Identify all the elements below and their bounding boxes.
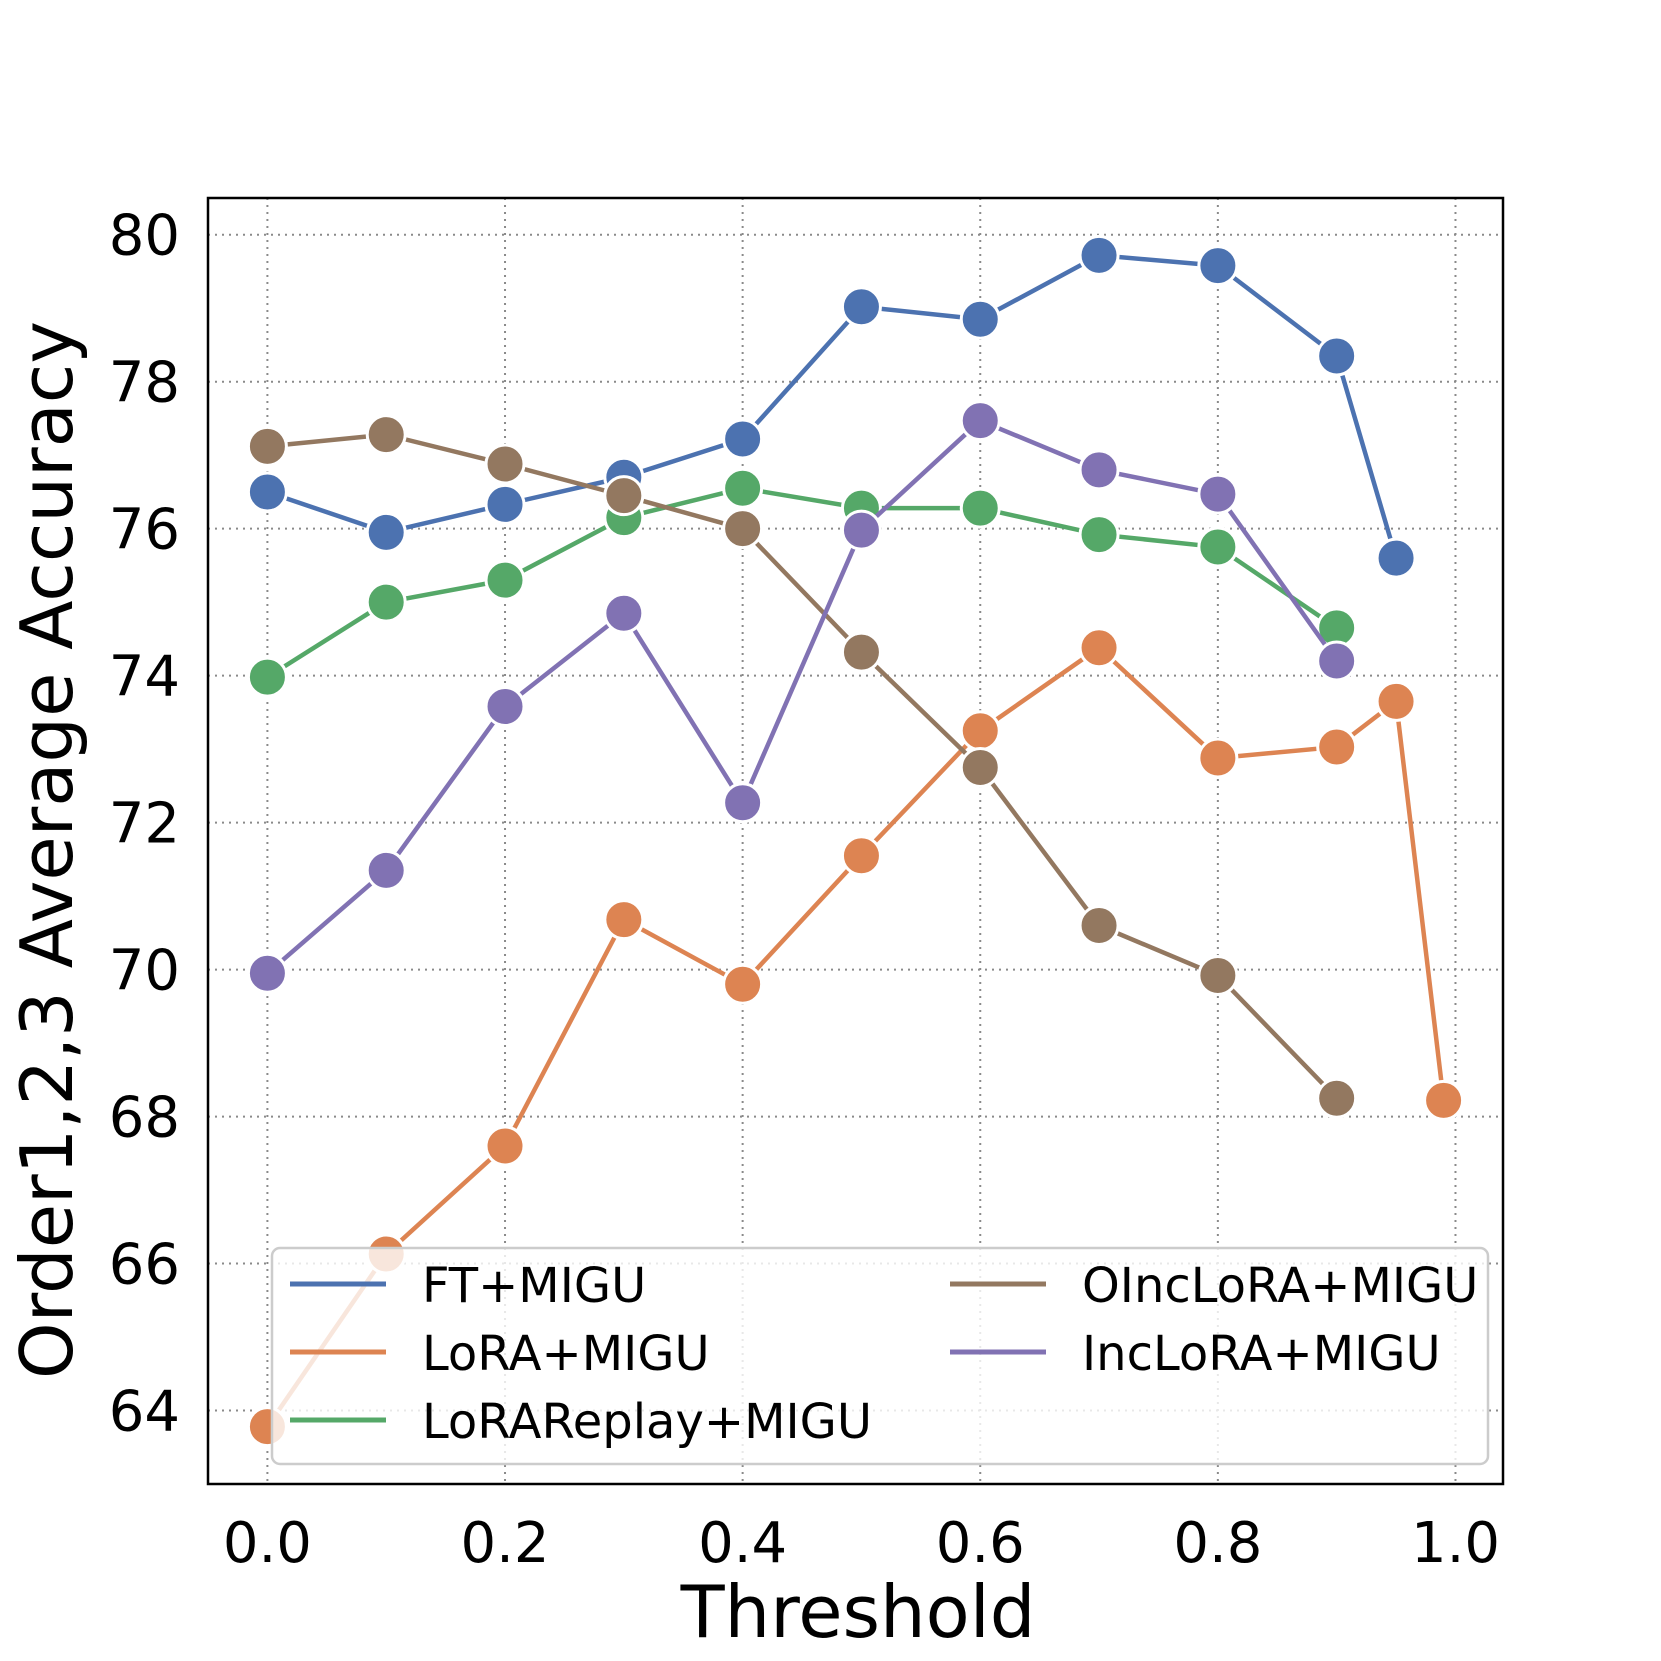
x-tick-label: 0.0 [223,1511,312,1576]
data-point [484,559,526,601]
data-point [840,509,882,551]
data-point [1197,245,1239,287]
legend-entry: OIncLoRA+MIGU [950,1258,1478,1314]
y-tick-label: 66 [109,1233,180,1298]
data-point [1197,737,1239,779]
data-point [1316,726,1358,768]
data-point [1375,680,1417,722]
data-point [246,471,288,513]
data-point [722,467,764,509]
data-point [840,286,882,328]
legend-entry: FT+MIGU [290,1258,646,1314]
legend-label: OIncLoRA+MIGU [1082,1258,1478,1314]
y-axis-label: Order1,2,3 Average Accuracy [5,321,89,1379]
data-point [1316,335,1358,377]
data-point [365,581,407,623]
data-point [246,425,288,467]
data-point [1197,526,1239,568]
plot-frame [206,196,1505,1486]
data-point [1078,514,1120,556]
legend-label: LoRA+MIGU [422,1326,710,1382]
y-tick-label: 70 [109,939,180,1004]
data-point [603,475,645,517]
data-point [603,592,645,634]
series-line [265,418,1339,975]
legend-box [270,1246,1490,1466]
data-point [603,899,645,941]
data-point [365,849,407,891]
data-point [484,483,526,525]
legend-label: FT+MIGU [422,1258,646,1314]
data-point [840,631,882,673]
series-inclora-migu [246,400,1358,994]
legend: FT+MIGU LoRA+MIGU LoRAReplay+MIGU OIncLoRA+… [270,1246,1490,1466]
data-point [1316,640,1358,682]
legend-entry: LoRAReplay+MIGU [290,1394,872,1450]
series-lora-migu [246,627,1465,1448]
data-point [1078,234,1120,276]
legend-entry: IncLoRA+MIGU [950,1326,1441,1382]
data-point [840,835,882,877]
y-tick-label: 72 [109,792,180,857]
y-tick-label: 78 [109,351,180,416]
legend-entry: LoRA+MIGU [290,1326,710,1382]
data-point [959,487,1001,529]
data-point [1197,473,1239,515]
x-tick-label: 0.8 [1173,1511,1262,1576]
series-group [246,234,1465,1448]
data-point [1375,537,1417,579]
data-point [959,298,1001,340]
y-tick-label: 68 [109,1086,180,1151]
data-point [959,400,1001,442]
data-point [484,686,526,728]
data-point [1078,627,1120,669]
data-point [1078,449,1120,491]
data-point [1316,1077,1358,1119]
series-oinclora-migu [246,414,1358,1119]
x-tick-label: 0.4 [698,1511,787,1576]
y-tick-label: 74 [109,645,180,710]
data-point [484,1125,526,1167]
legend-label: LoRAReplay+MIGU [422,1394,872,1450]
x-axis-label: Threshold [680,1570,1036,1654]
y-tick-label: 80 [109,204,180,269]
data-point [365,414,407,456]
tick-labels: 0.0 0.2 0.4 0.6 0.8 1.0 64 66 68 70 72 74 76 78 80 [109,204,1500,1576]
x-tick-label: 1.0 [1411,1511,1500,1576]
data-point [1197,954,1239,996]
data-point [722,782,764,824]
data-point [1423,1079,1465,1121]
data-point [484,443,526,485]
data-point [959,747,1001,789]
series-ft-migu [246,234,1417,579]
series-line [266,486,1338,680]
data-point [959,710,1001,752]
data-point [246,952,288,994]
data-point [722,508,764,550]
legend-label: IncLoRA+MIGU [1082,1326,1441,1382]
y-tick-label: 64 [109,1380,180,1445]
data-point [1078,905,1120,947]
data-point [722,418,764,460]
y-tick-label: 76 [109,498,180,563]
series-lorareplay-migu [246,467,1358,698]
x-tick-label: 0.6 [936,1511,1025,1576]
data-point [246,656,288,698]
x-tick-label: 0.2 [460,1511,549,1576]
series-line [267,432,1339,1100]
data-point [722,963,764,1005]
data-point [365,511,407,553]
